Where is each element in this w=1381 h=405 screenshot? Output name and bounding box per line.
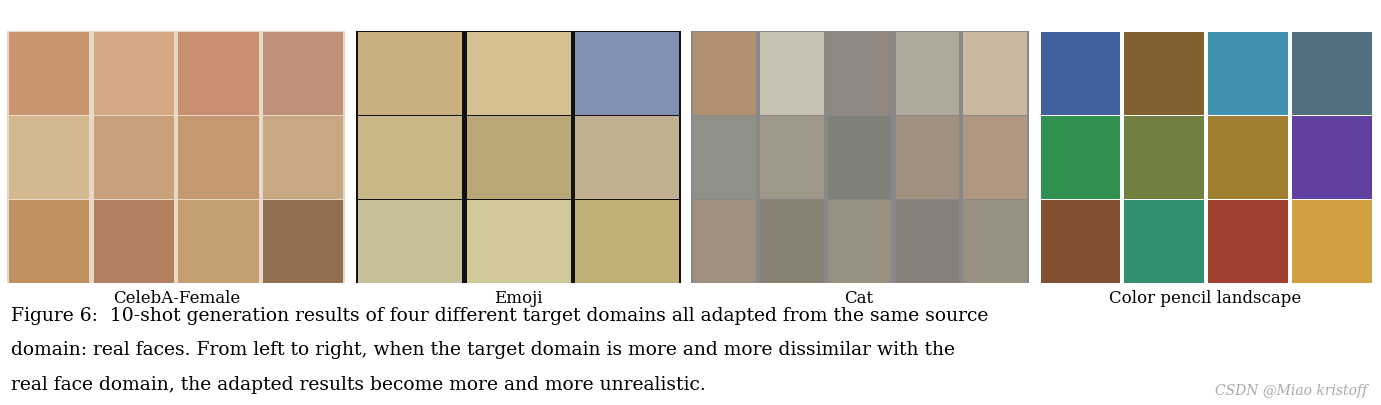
Text: domain: real faces. From left to right, when the target domain is more and more : domain: real faces. From left to right, …	[11, 340, 956, 358]
Text: CSDN @Miao kristoff: CSDN @Miao kristoff	[1215, 383, 1367, 397]
Bar	[1208, 33, 1288, 115]
Bar	[94, 200, 174, 283]
Bar	[467, 117, 570, 199]
Bar	[760, 117, 823, 199]
Bar	[692, 200, 757, 283]
Bar	[10, 200, 90, 283]
Bar	[963, 117, 1026, 199]
Text: Color pencil landscape: Color pencil landscape	[1109, 290, 1302, 307]
Bar	[1293, 33, 1371, 115]
Bar	[1124, 200, 1204, 283]
Text: CelebA-Female: CelebA-Female	[113, 290, 240, 307]
Bar	[467, 33, 570, 115]
Bar	[963, 33, 1026, 115]
Bar	[760, 200, 823, 283]
Bar	[10, 117, 90, 199]
Bar	[10, 33, 90, 115]
Bar	[1041, 200, 1120, 283]
Bar	[1039, 32, 1374, 284]
Bar	[574, 117, 678, 199]
Bar	[262, 117, 342, 199]
Bar	[692, 33, 757, 115]
Bar	[895, 200, 958, 283]
Bar	[827, 117, 892, 199]
Bar	[1293, 200, 1371, 283]
Bar	[359, 200, 463, 283]
Bar	[1293, 117, 1371, 199]
Bar	[690, 32, 1029, 284]
Bar	[574, 33, 678, 115]
Bar	[359, 33, 463, 115]
Bar	[895, 33, 958, 115]
Text: Cat: Cat	[844, 290, 874, 307]
Bar	[574, 200, 678, 283]
Text: Emoji: Emoji	[493, 290, 543, 307]
Bar	[1041, 117, 1120, 199]
Bar	[7, 32, 345, 284]
Bar	[1124, 33, 1204, 115]
Bar	[1124, 117, 1204, 199]
Bar	[1041, 33, 1120, 115]
Bar	[692, 117, 757, 199]
Bar	[262, 33, 342, 115]
Bar	[1208, 117, 1288, 199]
Text: real face domain, the adapted results become more and more unrealistic.: real face domain, the adapted results be…	[11, 375, 706, 392]
Bar	[178, 117, 258, 199]
Bar	[178, 200, 258, 283]
Bar	[827, 33, 892, 115]
Bar	[262, 200, 342, 283]
Text: Figure 6:  10-shot generation results of four different target domains all adapt: Figure 6: 10-shot generation results of …	[11, 306, 989, 324]
Bar	[1208, 200, 1288, 283]
Bar	[895, 117, 958, 199]
Bar	[827, 200, 892, 283]
Bar	[94, 33, 174, 115]
Bar	[963, 200, 1026, 283]
Bar	[760, 33, 823, 115]
Bar	[359, 117, 463, 199]
Bar	[356, 32, 681, 284]
Bar	[94, 117, 174, 199]
Bar	[178, 33, 258, 115]
Bar	[467, 200, 570, 283]
